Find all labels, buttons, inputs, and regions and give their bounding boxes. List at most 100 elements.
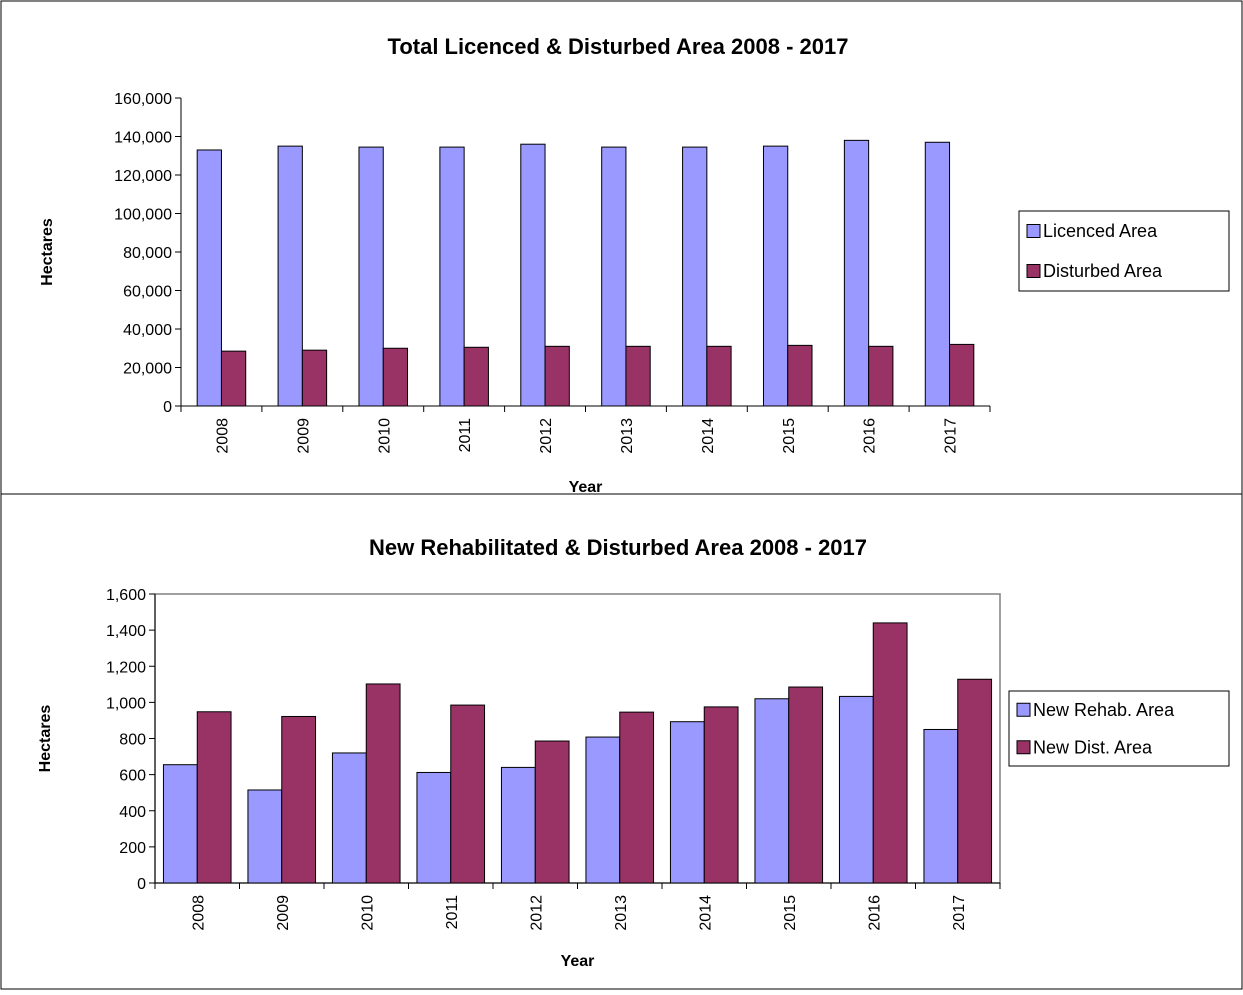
bar-disturbed-area-2010 bbox=[382, 347, 409, 407]
legend-label: Licenced Area bbox=[1043, 221, 1158, 241]
x-tick-label: 2012 bbox=[528, 895, 545, 931]
bar-new-dist-area-2014 bbox=[703, 706, 739, 884]
bar-disturbed-area-2017 bbox=[949, 343, 975, 407]
x-tick-label: 2015 bbox=[781, 418, 798, 454]
legend-swatch bbox=[1016, 702, 1031, 717]
x-tick-label: 2011 bbox=[457, 418, 474, 453]
y-axis-label: Hectares bbox=[37, 705, 54, 773]
bar-new-dist-area-2011 bbox=[450, 704, 486, 884]
bar-licenced-area-2010 bbox=[358, 146, 384, 407]
y-tick-label: 0 bbox=[137, 876, 146, 893]
x-tick-label: 2017 bbox=[951, 895, 968, 931]
x-tick-label: 2014 bbox=[697, 895, 714, 931]
bar-new-dist-area-2013 bbox=[619, 711, 655, 884]
legend-label: Disturbed Area bbox=[1043, 261, 1163, 281]
x-axis-label: Year bbox=[561, 953, 595, 970]
bar-new-rehab-area-2008 bbox=[162, 764, 198, 884]
bar-new-rehab-area-2011 bbox=[416, 771, 452, 884]
legend-label: New Dist. Area bbox=[1033, 737, 1153, 757]
bar-new-dist-area-2017 bbox=[957, 678, 993, 884]
chart-2: New Rehabilitated & Disturbed Area 2008 … bbox=[0, 493, 1243, 990]
bar-new-dist-area-2016 bbox=[872, 622, 908, 884]
y-tick-label: 1,400 bbox=[106, 623, 146, 640]
x-tick-label: 2009 bbox=[295, 418, 312, 454]
x-tick-label: 2013 bbox=[613, 895, 630, 931]
y-tick-label: 1,000 bbox=[106, 695, 146, 712]
legend: Licenced Area Disturbed Area bbox=[1018, 210, 1230, 292]
x-tick-label: 2010 bbox=[359, 895, 376, 931]
legend-swatch bbox=[1016, 740, 1031, 755]
bar-disturbed-area-2013 bbox=[625, 345, 651, 407]
bar-licenced-area-2014 bbox=[682, 146, 708, 407]
x-tick-label: 2010 bbox=[376, 418, 393, 454]
bar-new-dist-area-2009 bbox=[281, 715, 317, 884]
y-tick-label: 100,000 bbox=[114, 207, 172, 224]
y-tick-label: 140,000 bbox=[114, 130, 172, 147]
x-tick-label: 2014 bbox=[700, 418, 717, 454]
legend-swatch bbox=[1026, 224, 1041, 238]
x-tick-label: 2008 bbox=[214, 418, 231, 454]
y-tick-label: 1,600 bbox=[106, 587, 146, 604]
chart-1: Total Licenced & Disturbed Area 2008 - 2… bbox=[0, 0, 1243, 496]
bar-disturbed-area-2011 bbox=[463, 346, 489, 407]
y-tick-label: 1,200 bbox=[106, 659, 146, 676]
bar-licenced-area-2017 bbox=[924, 141, 951, 407]
bar-new-dist-area-2008 bbox=[196, 711, 232, 884]
y-tick-label: 400 bbox=[119, 804, 146, 821]
bar-disturbed-area-2016 bbox=[868, 345, 894, 407]
x-tick-label: 2013 bbox=[619, 418, 636, 454]
chart-title: Total Licenced & Disturbed Area 2008 - 2… bbox=[388, 34, 849, 59]
bar-licenced-area-2011 bbox=[439, 146, 465, 407]
bar-licenced-area-2016 bbox=[843, 139, 870, 407]
x-tick-label: 2015 bbox=[782, 895, 799, 931]
bar-new-rehab-area-2010 bbox=[331, 752, 367, 884]
y-tick-label: 600 bbox=[119, 768, 146, 785]
legend-label: New Rehab. Area bbox=[1033, 700, 1175, 720]
bar-new-rehab-area-2016 bbox=[838, 695, 874, 884]
legend-swatch bbox=[1026, 264, 1041, 278]
x-tick-label: 2017 bbox=[943, 418, 960, 454]
legend: New Rehab. Area New Dist. Area bbox=[1008, 690, 1230, 767]
chart-title: New Rehabilitated & Disturbed Area 2008 … bbox=[369, 535, 867, 560]
x-tick-label: 2012 bbox=[538, 418, 555, 454]
bar-disturbed-area-2015 bbox=[787, 344, 813, 407]
y-tick-label: 120,000 bbox=[114, 168, 172, 185]
y-tick-label: 0 bbox=[163, 399, 172, 416]
x-tick-label: 2009 bbox=[275, 895, 292, 931]
legend-box bbox=[1008, 690, 1230, 767]
bar-licenced-area-2015 bbox=[762, 145, 789, 407]
bar-licenced-area-2012 bbox=[520, 143, 546, 407]
y-tick-label: 40,000 bbox=[123, 322, 172, 339]
bar-disturbed-area-2014 bbox=[706, 345, 732, 407]
y-tick-label: 800 bbox=[119, 732, 146, 749]
bar-new-dist-area-2010 bbox=[365, 683, 401, 884]
bar-licenced-area-2008 bbox=[196, 149, 222, 407]
bar-new-dist-area-2015 bbox=[788, 686, 824, 884]
bar-licenced-area-2013 bbox=[601, 146, 627, 407]
bar-disturbed-area-2009 bbox=[301, 349, 328, 407]
bar-licenced-area-2009 bbox=[277, 145, 303, 407]
bar-new-rehab-area-2009 bbox=[247, 789, 283, 884]
bar-new-rehab-area-2012 bbox=[500, 766, 536, 884]
y-tick-label: 160,000 bbox=[114, 91, 172, 108]
y-axis-label: Hectares bbox=[39, 218, 56, 286]
legend-box bbox=[1018, 210, 1230, 292]
y-tick-label: 200 bbox=[119, 840, 146, 857]
x-tick-label: 2008 bbox=[190, 895, 207, 931]
bar-disturbed-area-2012 bbox=[544, 345, 570, 407]
bar-new-rehab-area-2013 bbox=[585, 736, 621, 884]
bar-disturbed-area-2008 bbox=[220, 350, 247, 407]
y-tick-label: 60,000 bbox=[123, 284, 172, 301]
x-tick-label: 2016 bbox=[866, 895, 883, 931]
x-axis-label: Year bbox=[569, 479, 603, 496]
bar-new-rehab-area-2014 bbox=[669, 721, 705, 884]
y-tick-label: 20,000 bbox=[123, 361, 172, 378]
bar-new-rehab-area-2017 bbox=[923, 728, 959, 884]
x-tick-label: 2011 bbox=[444, 895, 461, 930]
bar-new-rehab-area-2015 bbox=[754, 698, 790, 884]
x-tick-label: 2016 bbox=[862, 418, 879, 454]
bar-new-dist-area-2012 bbox=[534, 740, 570, 884]
y-tick-label: 80,000 bbox=[123, 245, 172, 262]
